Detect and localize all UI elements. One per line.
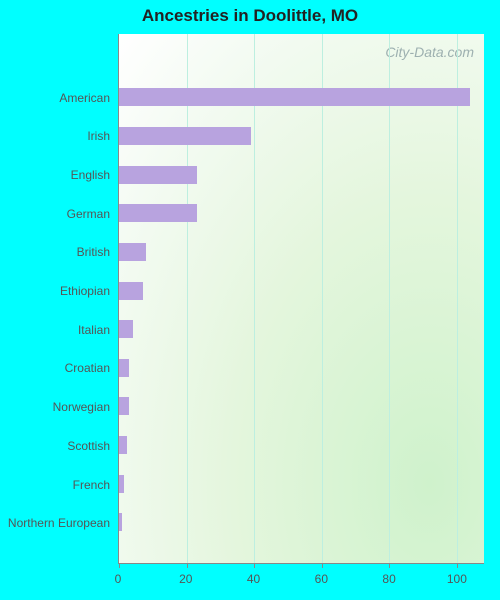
bar: [119, 166, 197, 184]
x-tick: [187, 563, 188, 568]
gridline: [254, 34, 255, 563]
bar: [119, 243, 146, 261]
plot-area: City-Data.com: [118, 34, 484, 564]
x-axis-label: 0: [115, 572, 122, 586]
bar: [119, 475, 124, 493]
y-axis-label: Northern European: [0, 516, 110, 530]
watermark: City-Data.com: [385, 44, 474, 60]
x-tick: [322, 563, 323, 568]
bar: [119, 359, 129, 377]
x-tick: [254, 563, 255, 568]
y-axis-label: Croatian: [0, 361, 110, 375]
bar: [119, 397, 129, 415]
y-axis-label: Scottish: [0, 439, 110, 453]
y-axis-label: American: [0, 91, 110, 105]
y-axis-label: German: [0, 207, 110, 221]
x-tick: [389, 563, 390, 568]
y-axis-label: Italian: [0, 323, 110, 337]
bar: [119, 320, 133, 338]
y-axis-label: Irish: [0, 129, 110, 143]
bar: [119, 436, 127, 454]
x-axis-label: 100: [447, 572, 467, 586]
y-axis-label: British: [0, 245, 110, 259]
bar: [119, 204, 197, 222]
y-axis-label: English: [0, 168, 110, 182]
gridline: [389, 34, 390, 563]
bar: [119, 282, 143, 300]
bar: [119, 513, 122, 531]
bar: [119, 88, 470, 106]
x-axis-label: 80: [382, 572, 395, 586]
x-tick: [119, 563, 120, 568]
x-tick: [457, 563, 458, 568]
gridline: [322, 34, 323, 563]
y-axis-label: Norwegian: [0, 400, 110, 414]
x-axis-label: 20: [179, 572, 192, 586]
gridline: [187, 34, 188, 563]
gridline: [457, 34, 458, 563]
chart-container: Ancestries in Doolittle, MO City-Data.co…: [0, 0, 500, 600]
chart-title: Ancestries in Doolittle, MO: [0, 6, 500, 26]
bar: [119, 127, 251, 145]
x-axis-label: 60: [315, 572, 328, 586]
y-axis-label: French: [0, 478, 110, 492]
y-axis-label: Ethiopian: [0, 284, 110, 298]
x-axis-label: 40: [247, 572, 260, 586]
